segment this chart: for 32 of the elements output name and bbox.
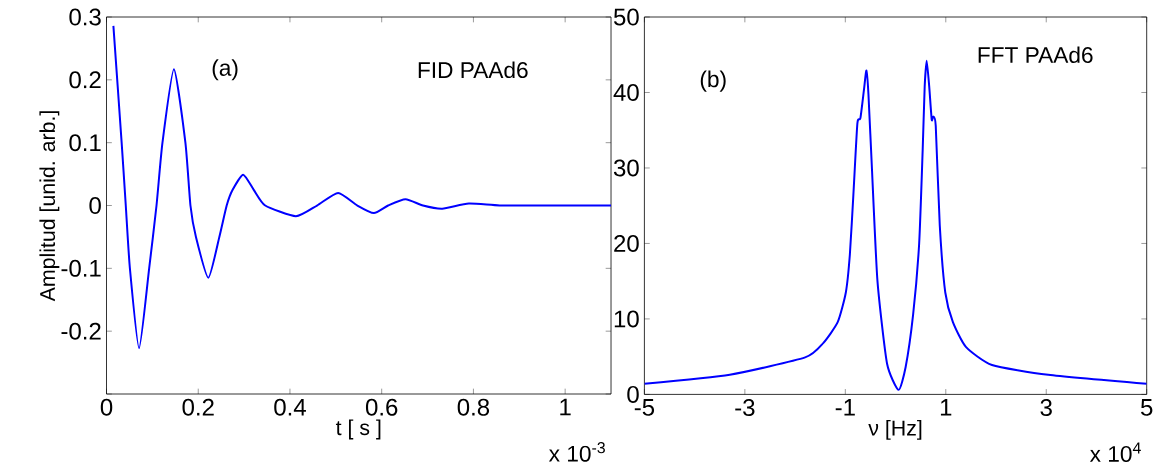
x-tick-label: 1 xyxy=(560,398,571,416)
x-tick-label: -3 xyxy=(735,399,755,417)
x-tick-label: 0.8 xyxy=(457,398,490,416)
y-tick-label: 0.2 xyxy=(69,71,101,89)
x-axis-title: ν [Hz] xyxy=(868,419,922,440)
x-tick-label: 0.4 xyxy=(274,398,306,416)
y-tick-label: 30 xyxy=(613,159,639,177)
y-tick-label: 0.1 xyxy=(69,134,101,152)
x-axis-title: t [ s ] xyxy=(335,419,381,440)
y-tick-label: 20 xyxy=(614,234,639,252)
x-tick-label: 5 xyxy=(1140,399,1153,416)
x-tick-label: 0 xyxy=(100,398,113,416)
y-tick-label: -0.2 xyxy=(61,322,101,340)
x-tick-label: -1 xyxy=(835,399,855,416)
x-tick-label: 0.2 xyxy=(182,398,214,416)
y-tick-label: 0.3 xyxy=(69,8,101,26)
x-tick-label: 3 xyxy=(1040,399,1052,417)
annotation: FFT PAAd6 xyxy=(978,46,1093,64)
x-tick-label: 0.6 xyxy=(365,398,398,416)
y-tick-label: -0.1 xyxy=(61,259,101,277)
annotation: FID PAAd6 xyxy=(418,61,528,79)
y-axis-title: Amplitud [unid. arb.] xyxy=(39,111,60,302)
text: x 10$^{-3}$ xyxy=(548,442,605,462)
y-tick-label: 10 xyxy=(614,310,639,328)
y-tick-label: 50 xyxy=(613,8,639,26)
x-tick-label: 1 xyxy=(940,399,952,416)
y-tick-label: 40 xyxy=(613,83,639,101)
annotation: (a) xyxy=(212,59,238,81)
y-tick-label: 0 xyxy=(89,197,101,214)
text: x 10$^{4}$ xyxy=(1089,442,1141,462)
annotation: (b) xyxy=(700,70,726,92)
line-series xyxy=(112,24,612,350)
